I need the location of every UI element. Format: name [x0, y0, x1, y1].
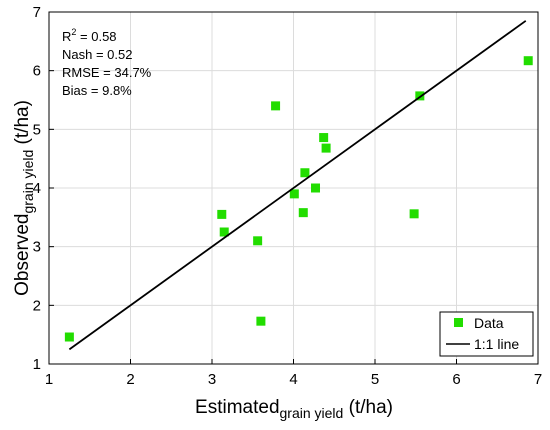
data-point: [64, 332, 74, 342]
x-tick-label: 7: [534, 371, 542, 388]
stats-box: R2 = 0.58 Nash = 0.52 RMSE = 34.7% Bias …: [62, 27, 152, 98]
x-axis-title: Estimatedgrain yield (t/ha): [195, 397, 393, 421]
y-tick-label: 3: [33, 239, 41, 256]
data-point: [523, 56, 533, 66]
data-point: [321, 143, 331, 153]
data-point: [256, 316, 266, 326]
stat-rmse: RMSE = 34.7%: [62, 65, 152, 80]
x-tick-label: 4: [289, 371, 297, 388]
one-to-one-line: [68, 20, 527, 351]
x-tick-label: 1: [45, 371, 53, 388]
data-point: [300, 168, 310, 178]
legend-data-label: Data: [474, 315, 504, 331]
data-point: [319, 133, 329, 143]
data-point: [311, 183, 321, 193]
series-layer: [64, 20, 533, 351]
stat-bias: Bias = 9.8%: [62, 83, 132, 98]
data-point: [253, 236, 263, 246]
y-tick-label: 5: [33, 121, 41, 138]
y-tick-label: 2: [33, 297, 41, 314]
axis-ticks: 1 2 3 4 5 6 7 1 2 3 4 5 6 7: [33, 4, 543, 388]
y-tick-label: 1: [33, 356, 41, 373]
data-point: [415, 91, 425, 101]
x-tick-label: 3: [208, 371, 216, 388]
data-point: [217, 209, 227, 219]
data-point: [289, 189, 299, 199]
y-tick-label: 4: [33, 180, 41, 197]
data-point: [298, 208, 308, 218]
legend-data-marker: [454, 318, 463, 327]
data-point: [271, 101, 281, 111]
stat-r2: R2 = 0.58: [62, 27, 117, 44]
y-tick-label: 7: [33, 4, 41, 21]
x-tick-label: 2: [126, 371, 134, 388]
stat-nash: Nash = 0.52: [62, 47, 132, 62]
legend: Data 1:1 line: [439, 311, 534, 357]
y-axis-title: Observedgrain yield (t/ha): [12, 100, 36, 296]
legend-line-label: 1:1 line: [474, 336, 519, 352]
x-tick-label: 5: [371, 371, 379, 388]
data-point: [219, 227, 229, 237]
y-tick-label: 6: [33, 63, 41, 80]
data-point: [409, 209, 419, 219]
x-tick-label: 6: [452, 371, 460, 388]
